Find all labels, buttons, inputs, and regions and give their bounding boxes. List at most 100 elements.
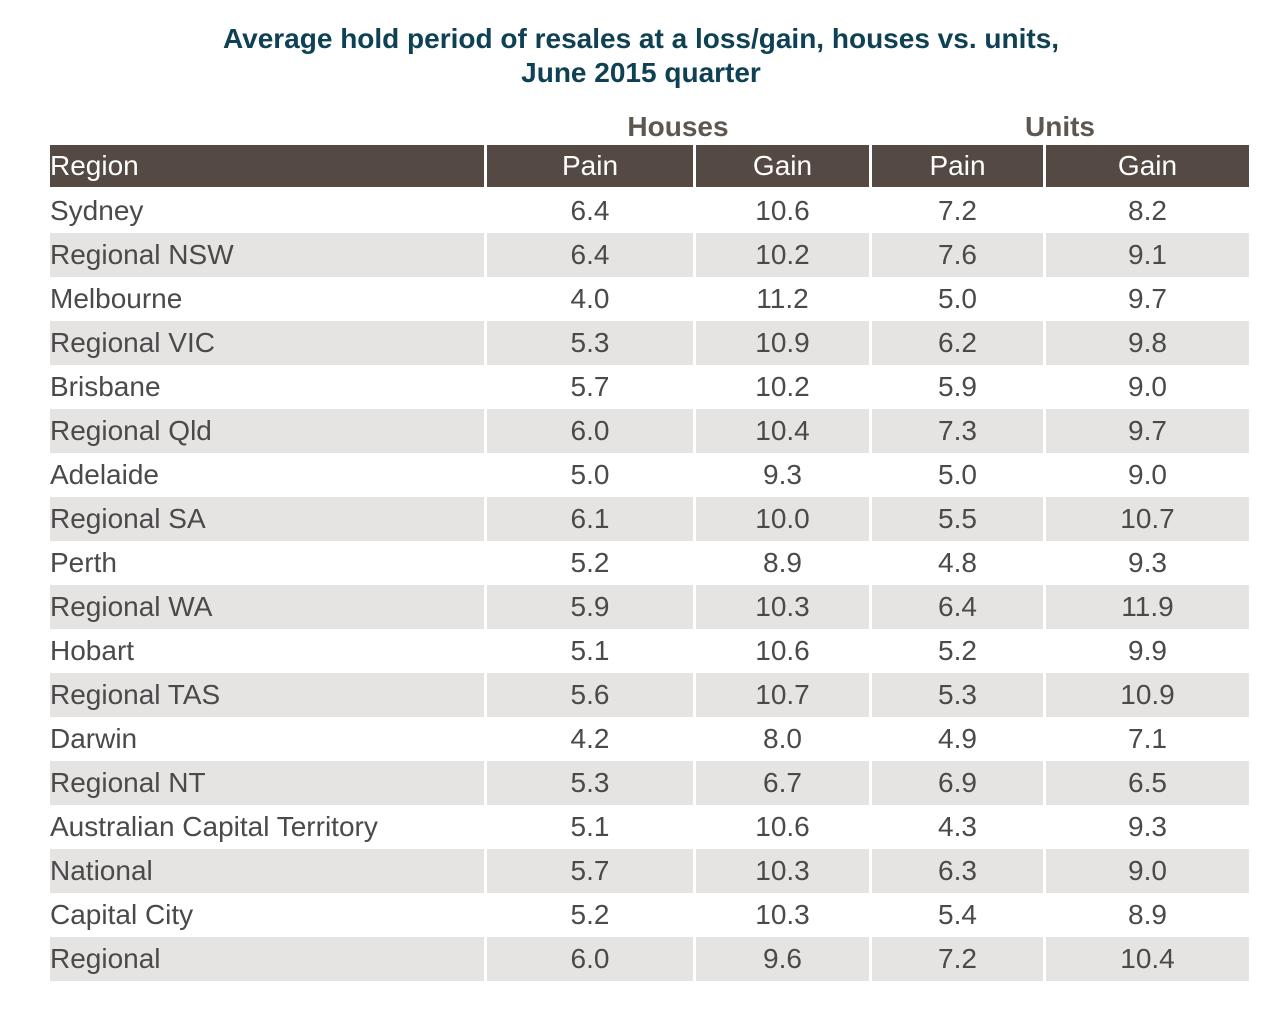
cell-units-pain: 7.2 bbox=[872, 937, 1046, 981]
cell-region: Regional WA bbox=[50, 585, 487, 629]
cell-units-pain: 5.2 bbox=[872, 629, 1046, 673]
cell-units-gain: 11.9 bbox=[1046, 585, 1249, 629]
table-row: Regional TAS 5.6 10.7 5.3 10.9 bbox=[50, 673, 1249, 717]
cell-region: Capital City bbox=[50, 893, 487, 937]
cell-region: National bbox=[50, 849, 487, 893]
cell-units-pain: 6.3 bbox=[872, 849, 1046, 893]
chart-title-line-2: June 2015 quarter bbox=[521, 57, 761, 88]
cell-houses-gain: 8.0 bbox=[696, 717, 872, 761]
cell-region: Regional TAS bbox=[50, 673, 487, 717]
cell-houses-gain: 8.9 bbox=[696, 541, 872, 585]
cell-region: Regional SA bbox=[50, 497, 487, 541]
table-row: Australian Capital Territory 5.1 10.6 4.3 9.… bbox=[50, 805, 1249, 849]
column-header-region: Region bbox=[50, 145, 487, 189]
cell-units-pain: 6.9 bbox=[872, 761, 1046, 805]
cell-units-pain: 5.3 bbox=[872, 673, 1046, 717]
cell-houses-pain: 6.4 bbox=[487, 189, 696, 233]
cell-region: Regional NT bbox=[50, 761, 487, 805]
cell-region: Regional VIC bbox=[50, 321, 487, 365]
cell-houses-pain: 6.0 bbox=[487, 409, 696, 453]
cell-region: Regional bbox=[50, 937, 487, 981]
cell-units-pain: 4.3 bbox=[872, 805, 1046, 849]
table-row: Regional SA 6.1 10.0 5.5 10.7 bbox=[50, 497, 1249, 541]
table-row: Regional VIC 5.3 10.9 6.2 9.8 bbox=[50, 321, 1249, 365]
cell-houses-pain: 4.2 bbox=[487, 717, 696, 761]
cell-units-gain: 9.1 bbox=[1046, 233, 1249, 277]
cell-units-gain: 10.9 bbox=[1046, 673, 1249, 717]
table-row: Melbourne 4.0 11.2 5.0 9.7 bbox=[50, 277, 1249, 321]
cell-houses-pain: 5.0 bbox=[487, 453, 696, 497]
column-header-houses-pain: Pain bbox=[487, 145, 696, 189]
column-header-units-pain: Pain bbox=[872, 145, 1046, 189]
table-row: Regional WA 5.9 10.3 6.4 11.9 bbox=[50, 585, 1249, 629]
column-header-houses-gain: Gain bbox=[696, 145, 872, 189]
cell-units-pain: 5.9 bbox=[872, 365, 1046, 409]
cell-units-pain: 6.2 bbox=[872, 321, 1046, 365]
cell-units-pain: 4.8 bbox=[872, 541, 1046, 585]
cell-units-pain: 7.2 bbox=[872, 189, 1046, 233]
table-row: Capital City 5.2 10.3 5.4 8.9 bbox=[50, 893, 1249, 937]
cell-region: Regional Qld bbox=[50, 409, 487, 453]
cell-houses-pain: 5.7 bbox=[487, 849, 696, 893]
group-header-houses: Houses bbox=[627, 111, 729, 142]
cell-houses-gain: 6.7 bbox=[696, 761, 872, 805]
cell-houses-pain: 5.6 bbox=[487, 673, 696, 717]
table-row: Sydney 6.4 10.6 7.2 8.2 bbox=[50, 189, 1249, 233]
table-header-row: Region Pain Gain Pain Gain bbox=[50, 145, 1249, 189]
cell-houses-gain: 10.0 bbox=[696, 497, 872, 541]
cell-units-gain: 9.8 bbox=[1046, 321, 1249, 365]
cell-houses-gain: 10.3 bbox=[696, 849, 872, 893]
cell-houses-gain: 10.4 bbox=[696, 409, 872, 453]
cell-units-pain: 7.6 bbox=[872, 233, 1046, 277]
group-header-units: Units bbox=[1025, 111, 1095, 142]
cell-units-pain: 5.4 bbox=[872, 893, 1046, 937]
cell-region: Perth bbox=[50, 541, 487, 585]
chart-title-line-1: Average hold period of resales at a loss… bbox=[222, 23, 1060, 54]
cell-houses-pain: 6.0 bbox=[487, 937, 696, 981]
cell-houses-pain: 5.3 bbox=[487, 321, 696, 365]
cell-units-gain: 8.2 bbox=[1128, 195, 1167, 226]
cell-units-gain: 9.9 bbox=[1128, 635, 1167, 666]
cell-houses-pain: 5.9 bbox=[487, 585, 696, 629]
cell-houses-pain: 5.2 bbox=[487, 541, 696, 585]
cell-units-gain: 9.3 bbox=[1128, 811, 1167, 842]
cell-region: Australian Capital Territory bbox=[50, 805, 487, 849]
cell-houses-pain: 5.7 bbox=[487, 365, 696, 409]
cell-units-pain: 7.3 bbox=[872, 409, 1046, 453]
table-row: Regional Qld 6.0 10.4 7.3 9.7 bbox=[50, 409, 1249, 453]
table-row: Hobart 5.1 10.6 5.2 9.9 bbox=[50, 629, 1249, 673]
cell-units-pain: 5.0 bbox=[872, 453, 1046, 497]
table-row: Regional NT 5.3 6.7 6.9 6.5 bbox=[50, 761, 1249, 805]
cell-houses-gain: 10.6 bbox=[696, 805, 872, 849]
cell-houses-gain: 10.9 bbox=[696, 321, 872, 365]
table-row: Regional 6.0 9.6 7.2 10.4 bbox=[50, 937, 1249, 981]
cell-houses-pain: 4.0 bbox=[487, 277, 696, 321]
table-row: Adelaide 5.0 9.3 5.0 9.0 bbox=[50, 453, 1249, 497]
cell-units-gain: 9.0 bbox=[1046, 849, 1249, 893]
cell-region: Regional NSW bbox=[50, 233, 487, 277]
cell-houses-pain: 6.4 bbox=[487, 233, 696, 277]
cell-region: Brisbane bbox=[50, 365, 487, 409]
cell-houses-gain: 11.2 bbox=[696, 277, 872, 321]
cell-region: Darwin bbox=[50, 717, 487, 761]
table-row: Brisbane 5.7 10.2 5.9 9.0 bbox=[50, 365, 1249, 409]
cell-region: Adelaide bbox=[50, 453, 487, 497]
cell-houses-pain: 5.1 bbox=[487, 805, 696, 849]
cell-units-pain: 5.5 bbox=[872, 497, 1046, 541]
column-header-units-gain: Gain bbox=[1046, 145, 1249, 189]
cell-units-gain: 9.0 bbox=[1128, 371, 1167, 402]
cell-units-gain: 10.4 bbox=[1046, 937, 1249, 981]
cell-houses-pain: 5.1 bbox=[487, 629, 696, 673]
cell-units-gain: 9.7 bbox=[1046, 409, 1249, 453]
cell-houses-pain: 6.1 bbox=[487, 497, 696, 541]
cell-houses-gain: 10.6 bbox=[696, 189, 872, 233]
cell-region: Hobart bbox=[50, 629, 487, 673]
cell-units-gain: 8.9 bbox=[1128, 899, 1167, 930]
chart-title: Average hold period of resales at a loss… bbox=[0, 22, 1282, 90]
cell-units-pain: 5.0 bbox=[872, 277, 1046, 321]
cell-units-gain: 7.1 bbox=[1128, 723, 1167, 754]
cell-units-gain: 9.0 bbox=[1128, 459, 1167, 490]
table-row: National 5.7 10.3 6.3 9.0 bbox=[50, 849, 1249, 893]
cell-houses-gain: 10.3 bbox=[696, 893, 872, 937]
cell-houses-gain: 9.6 bbox=[696, 937, 872, 981]
